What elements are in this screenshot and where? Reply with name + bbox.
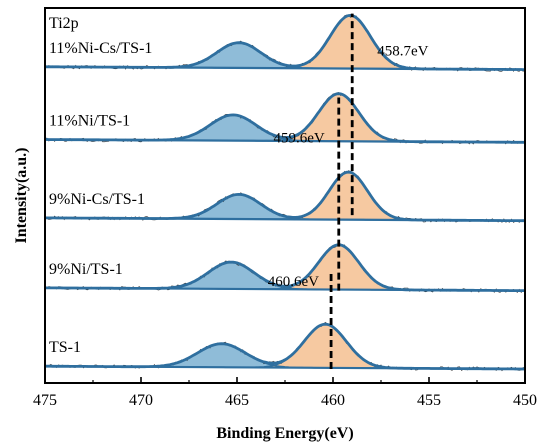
series-label-ts-1: TS-1 <box>49 339 81 356</box>
series-label-11pctni-cs-ts-1: 11%Ni-Cs/TS-1 <box>49 40 152 57</box>
baseline-11pctni-cs-ts-1 <box>44 65 526 71</box>
x-tick-label: 455 <box>417 392 441 409</box>
chart-title: Ti2p <box>49 15 79 32</box>
baseline-ts-1 <box>44 365 526 371</box>
tick-layer: 475 470 465 460 455 450 <box>33 377 537 409</box>
series-label-layer: TS-1 9%Ni/TS-1 9%Ni-Cs/TS-1 11%Ni/TS-1 11%Ni… <box>49 40 152 356</box>
peak-fill-2p32-ts-1 <box>45 324 525 369</box>
x-tick-label: 475 <box>33 392 57 409</box>
x-tick-label: 460 <box>321 392 345 409</box>
x-tick-label: 450 <box>513 392 537 409</box>
baseline-9pctni-cs-ts-1 <box>44 216 526 222</box>
series-label-9pctni-cs-ts-1: 9%Ni-Cs/TS-1 <box>49 191 145 208</box>
marker-label-460-6ev: 460.6eV <box>268 274 319 290</box>
marker-layer: 460.6eV 459.6eV 458.7eV <box>268 13 429 370</box>
baseline-9pctni-ts-1 <box>44 286 526 292</box>
x-tick-label: 470 <box>129 392 153 409</box>
series-label-11pctni-ts-1: 11%Ni/TS-1 <box>49 113 130 130</box>
line-layer <box>44 13 526 372</box>
series-label-9pctni-ts-1: 9%Ni/TS-1 <box>49 261 123 278</box>
baseline-11pctni-ts-1 <box>44 138 526 144</box>
marker-label-458-7ev: 458.7eV <box>377 44 428 60</box>
x-tick-label: 465 <box>225 392 249 409</box>
x-axis-label: Binding Energy(eV) <box>216 425 353 442</box>
marker-label-459-6ev: 459.6eV <box>274 130 325 146</box>
y-axis-label: Intensity(a.u.) <box>13 147 30 243</box>
